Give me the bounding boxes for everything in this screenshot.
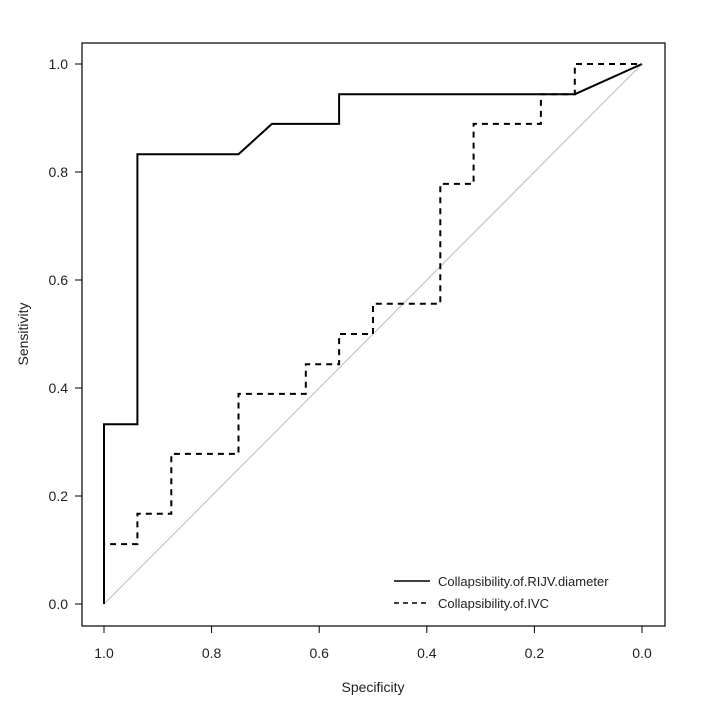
series-layer	[103, 63, 643, 604]
y-tick-label: 0.2	[49, 488, 69, 504]
y-axis: 0.0 0.2 0.4 0.6 0.8 1.0	[49, 56, 82, 612]
series-line-ivc	[103, 63, 642, 604]
x-tick-label: 0.4	[417, 645, 437, 661]
y-tick-label: 0.6	[49, 272, 69, 288]
y-tick-label: 0.8	[49, 164, 69, 180]
x-axis: 1.0 0.8 0.6 0.4 0.2 0.0	[94, 626, 652, 661]
x-axis-title: Specificity	[341, 679, 404, 695]
legend-label-ivc: Collapsibility.of.IVC	[438, 596, 549, 611]
x-tick-label: 0.6	[309, 645, 329, 661]
legend-label-rijv: Collapsibility.of.RIJV.diameter	[438, 574, 609, 589]
y-tick-label: 1.0	[49, 56, 69, 72]
y-tick-label: 0.0	[49, 596, 69, 612]
series-line-rijv	[103, 63, 643, 604]
y-tick-label: 0.4	[49, 380, 69, 396]
x-tick-label: 0.0	[632, 645, 652, 661]
x-tick-label: 0.8	[202, 645, 222, 661]
plot-frame	[81, 42, 666, 627]
x-tick-label: 1.0	[94, 645, 114, 661]
x-tick-label: 0.2	[525, 645, 545, 661]
legend: Collapsibility.of.RIJV.diameter Collapsi…	[394, 574, 609, 611]
y-axis-title: Sensitivity	[15, 302, 31, 365]
